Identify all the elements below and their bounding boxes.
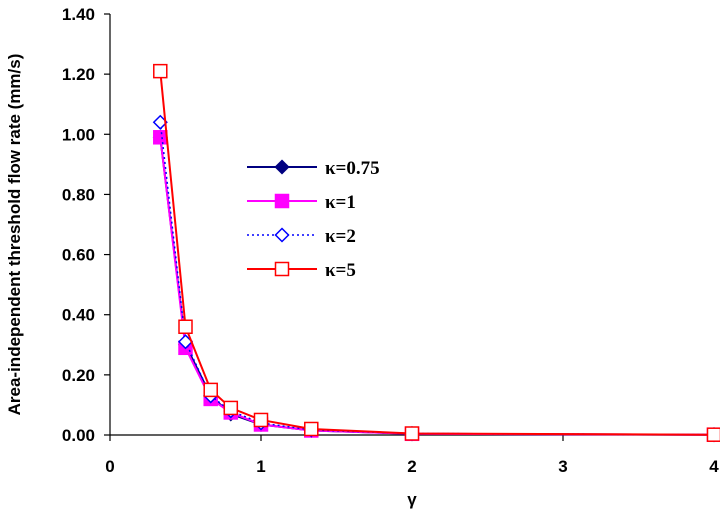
legend-item: κ=0.75 <box>247 158 380 179</box>
legend-marker <box>274 261 290 277</box>
data-point <box>153 63 168 79</box>
legend: κ=0.75 κ=1 κ=2 κ=5 <box>247 158 380 281</box>
legend-item: κ=2 <box>247 226 356 247</box>
legend-label: κ=5 <box>325 260 356 281</box>
legend-marker <box>274 193 290 209</box>
legend-label: κ=0.75 <box>325 158 380 179</box>
x-axis-label: γ <box>407 490 417 509</box>
x-tick-label: 3 <box>558 457 567 476</box>
series-line <box>159 137 715 436</box>
legend-label: κ=2 <box>325 226 356 247</box>
data-point <box>203 382 218 398</box>
y-tick-label: 0.80 <box>62 185 95 204</box>
x-tick-label: 4 <box>709 457 719 476</box>
plot-area <box>152 63 720 443</box>
series-4 <box>153 63 720 442</box>
legend-item: κ=5 <box>247 260 356 281</box>
y-axis-label: Area-independent threshold flow rate (mm… <box>5 54 24 416</box>
series-line <box>159 137 715 436</box>
legend-label: κ=1 <box>325 192 356 213</box>
y-tick-label: 1.20 <box>62 65 95 84</box>
series-1 <box>152 129 720 443</box>
y-tick-label: 0.40 <box>62 306 95 325</box>
series-3 <box>152 114 720 443</box>
series-line <box>159 71 715 436</box>
y-tick-label: 0.60 <box>62 246 95 265</box>
x-tick-label: 1 <box>256 457 265 476</box>
axes <box>104 13 715 441</box>
data-point <box>223 400 239 416</box>
legend-marker <box>274 227 290 243</box>
data-point <box>178 319 193 334</box>
data-point <box>253 412 269 428</box>
data-point <box>304 421 319 437</box>
y-tick-labels: 0.00 0.20 0.40 0.60 0.80 1.00 1.20 1.40 <box>62 5 95 445</box>
x-tick-label: 2 <box>407 457 416 476</box>
data-point <box>153 130 168 145</box>
x-tick-label: 0 <box>105 457 114 476</box>
x-tick-labels: 0 1 2 3 4 <box>105 457 719 476</box>
y-tick-label: 1.40 <box>62 5 95 24</box>
series-line <box>159 122 715 436</box>
series-2 <box>153 130 720 442</box>
y-tick-label: 0.20 <box>62 366 95 385</box>
data-point <box>404 426 420 441</box>
data-point <box>706 427 720 442</box>
y-tick-label: 0.00 <box>62 426 95 445</box>
legend-marker <box>274 159 290 175</box>
y-tick-label: 1.00 <box>62 125 95 144</box>
legend-item: κ=1 <box>247 192 356 213</box>
